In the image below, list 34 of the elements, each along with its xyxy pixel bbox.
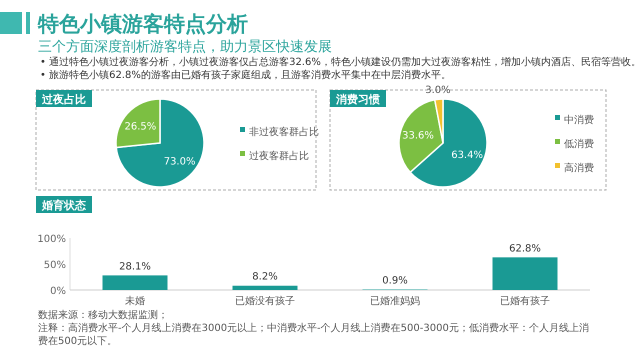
data-label: 3.0%	[425, 85, 451, 96]
text: 特色小镇游客特点分析	[37, 12, 248, 36]
source-note: 数据来源：移动大数据监测；	[38, 309, 168, 321]
x-tick-label: 已婚准妈妈	[370, 295, 420, 307]
pie-slice	[115, 98, 205, 188]
data-label: 28.1%	[119, 261, 151, 272]
x-tick-label: 未婚	[125, 295, 145, 307]
text: 注释：高消费水平-个人月线上消费在3000元以上；中消费水平-个人月线上消费在500-3000元；低消费水平：个人月线上消费在500元以下。	[38, 322, 589, 347]
text: • 旅游特色小镇62.8%的游客由已婚有孩子家庭组成，且游客消费水平集中在中层消费水平。	[40, 69, 451, 81]
y-tick-label: 50%	[44, 260, 66, 271]
legend-label: 过夜客群占比	[249, 150, 309, 162]
legend-label: 高消费	[564, 162, 594, 174]
x-tick-label: 已婚没有孩子	[235, 295, 295, 307]
bar	[492, 257, 558, 290]
text: • 通过特色小镇过夜游客分析，小镇过夜游客仅占总游客32.6%，特色小镇建设仍需加大过夜游客粘性，增加小镇内酒店、民宿等营收。	[40, 56, 640, 68]
data-label: 73.0%	[164, 156, 196, 168]
text: 消费习惯	[335, 93, 380, 106]
data-label: 0.9%	[382, 276, 408, 287]
legend-label: 非过夜客群占比	[249, 126, 319, 138]
bar	[232, 286, 298, 290]
y-tick-label: 100%	[37, 234, 66, 245]
text: 三个方面深度剖析游客特点，助力景区快速发展	[38, 39, 332, 55]
x-tick-label: 已婚有孩子	[500, 295, 550, 307]
legend-label: 中消费	[564, 114, 594, 126]
bar	[102, 275, 168, 290]
data-label: 63.4%	[451, 150, 483, 161]
data-label: 62.8%	[509, 243, 541, 254]
chart-title: 婚育状态	[41, 199, 87, 212]
y-tick-label: 0%	[50, 286, 66, 297]
chart-title: 过夜占比	[41, 93, 86, 106]
data-label: 33.6%	[402, 130, 434, 142]
data-label: 26.5%	[124, 121, 156, 132]
legend-label: 低消费	[564, 138, 594, 150]
data-label: 8.2%	[252, 272, 278, 283]
